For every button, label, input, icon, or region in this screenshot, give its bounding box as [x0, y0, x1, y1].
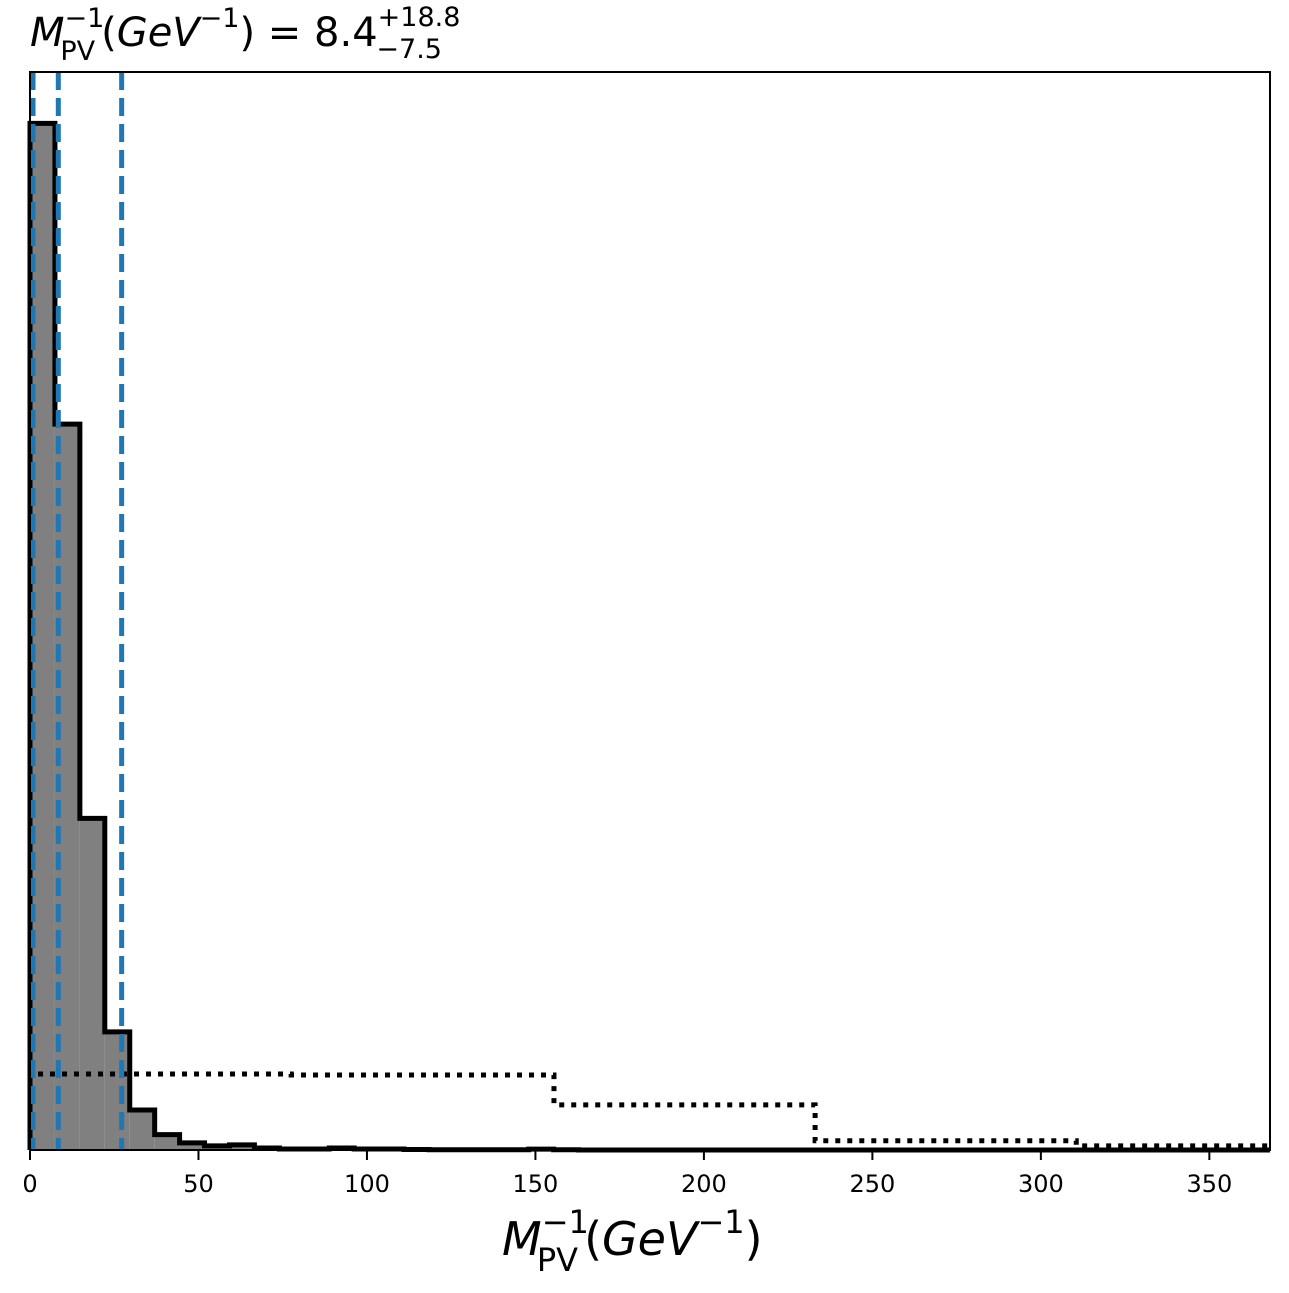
- title-unit-close: ): [239, 10, 255, 56]
- x-tick-label: 100: [344, 1170, 390, 1198]
- x-tick-label: 200: [681, 1170, 727, 1198]
- posterior-outline: [27, 120, 1270, 1153]
- xlabel-unit-open: (: [584, 1212, 602, 1266]
- posterior-bar: [179, 1142, 205, 1150]
- posterior-bar: [154, 1134, 180, 1150]
- title-symbol: M: [30, 10, 65, 56]
- posterior-bar: [229, 1144, 255, 1150]
- prior-line: [27, 1071, 1270, 1150]
- posterior-bars: [30, 123, 579, 1150]
- x-tick-label: 150: [513, 1170, 559, 1198]
- xlabel-superscript: −1: [542, 1203, 589, 1241]
- x-tick-label: 350: [1186, 1170, 1232, 1198]
- x-axis-ticks: 0 50 100 150 200 250 300 350: [22, 1150, 1232, 1198]
- title-subscript: PV: [60, 36, 95, 67]
- x-tick-label: 250: [849, 1170, 895, 1198]
- quantile-lines: [30, 72, 125, 1150]
- title-median: 8.4: [314, 10, 378, 56]
- x-tick-label: 300: [1018, 1170, 1064, 1198]
- xlabel-symbol: M: [502, 1212, 542, 1266]
- x-axis-label: M−1 PV (GeV−1): [502, 1203, 763, 1279]
- x-tick-label: 50: [183, 1170, 214, 1198]
- title-unit-body: GeV: [117, 10, 203, 56]
- title-superscript: −1: [65, 3, 105, 34]
- title-equals: =: [255, 10, 314, 56]
- posterior-bar: [104, 1031, 130, 1150]
- chart-title: M−1 PV (GeV−1) = 8.4+18.8 −7.5: [30, 2, 460, 67]
- x-tick-label: 0: [22, 1170, 37, 1198]
- title-lower-err: −7.5: [376, 34, 442, 65]
- axes-frame: [29, 71, 1271, 1151]
- title-unit-open: (: [101, 10, 117, 56]
- xlabel-subscript: PV: [537, 1241, 578, 1279]
- xlabel-unit-sup: −1: [697, 1203, 744, 1241]
- xlabel-unit-close: ): [745, 1212, 763, 1266]
- title-upper-err: +18.8: [378, 2, 461, 33]
- title-unit-sup: −1: [200, 3, 240, 34]
- xlabel-unit-body: GeV: [602, 1212, 701, 1266]
- posterior-bar: [129, 1109, 155, 1150]
- posterior-bar: [79, 818, 105, 1150]
